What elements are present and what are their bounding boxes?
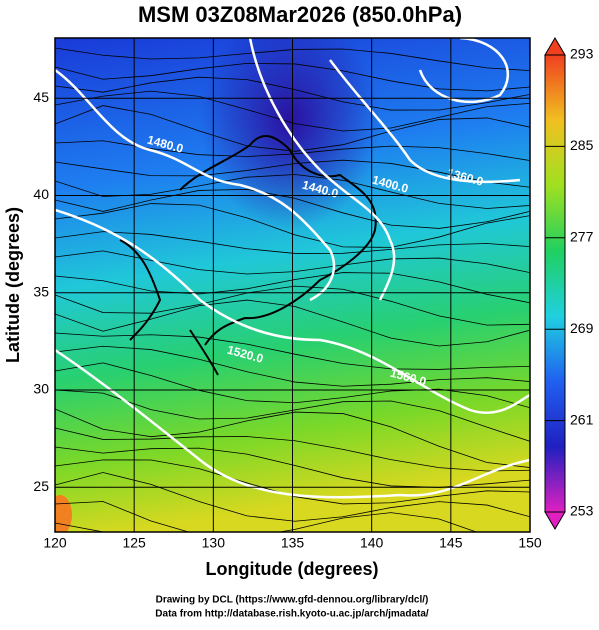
colorbar-tick-label: 261 [570,411,594,427]
footer: Drawing by DCL (https://www.gfd-dennou.o… [156,595,429,606]
streamline [55,501,478,532]
streamline [55,159,530,188]
contours [55,38,530,499]
streamline [55,427,530,472]
y-tick-label: 30 [33,381,49,397]
streamline [55,362,530,409]
streamline [55,250,530,275]
y-tick-label: 25 [33,478,49,494]
streamline [55,188,530,229]
streamline [55,174,530,209]
streamline [55,105,530,152]
streamline [55,472,530,522]
footer: Data from http://database.rish.kyoto-u.a… [155,609,429,620]
y-tick-label: 45 [33,89,49,105]
colorbar-tick-label: 269 [570,320,594,336]
warm-core [55,495,72,532]
streamline [55,231,530,254]
x-tick-label: 120 [43,535,67,551]
y-tick-label: 40 [33,186,49,202]
streamline [55,345,530,387]
chart-title: MSM 03Z08Mar2026 (850.0hPa) [138,2,462,27]
streamline [55,459,530,505]
y-tick-label: 35 [33,283,49,299]
colorbar-tick-label: 285 [570,137,594,153]
x-tick-label: 125 [122,535,146,551]
streamline [55,76,530,111]
streamline [55,389,530,442]
colorbar-tick-label: 293 [570,46,594,62]
streamline [55,299,530,347]
streamline [55,272,530,304]
plot-frame [54,37,531,533]
x-axis-label: Longitude (degrees) [205,559,378,579]
streamline [55,47,530,71]
x-tick-label: 130 [202,535,226,551]
streamline [55,285,530,326]
colorbar-extend [544,511,566,530]
colorbar-tick-label: 277 [570,229,594,245]
streamline [55,63,530,92]
streamline [55,140,530,161]
colorbar [544,54,566,513]
x-tick-label: 150 [518,535,542,551]
x-tick-label: 140 [360,535,384,551]
streamline [55,203,530,248]
streamline [55,90,530,132]
x-tick-label: 145 [439,535,463,551]
streamline [55,408,530,468]
colorbar-tick-label: 253 [570,503,594,519]
x-tick-label: 135 [281,535,305,551]
y-axis-label: Latitude (degrees) [3,207,23,363]
colorbar-extend [544,37,566,56]
